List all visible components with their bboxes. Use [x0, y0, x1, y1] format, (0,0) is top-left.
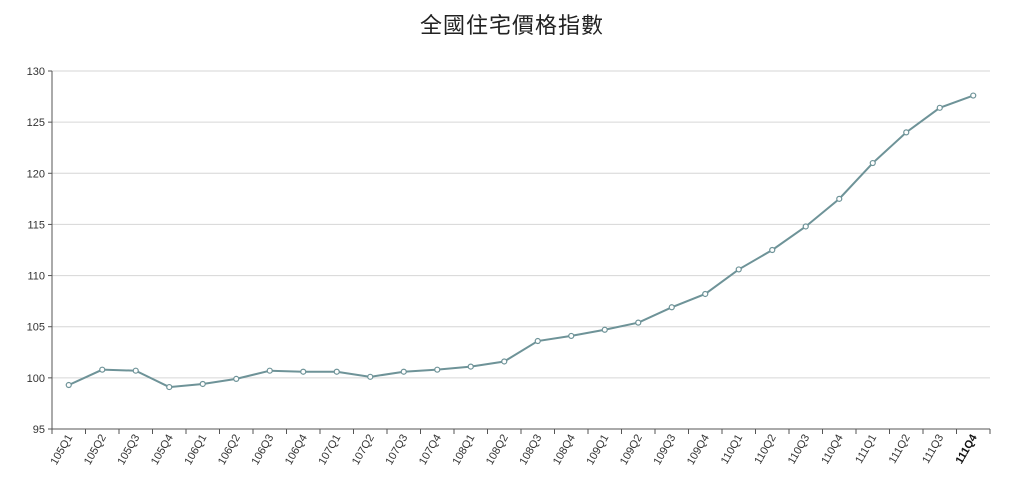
x-tick-label: 105Q2 [82, 433, 109, 468]
x-tick-label: 106Q2 [216, 433, 243, 468]
x-tick-label: 108Q2 [484, 433, 511, 468]
y-tick-label: 100 [27, 373, 45, 385]
data-point[interactable] [233, 375, 240, 382]
data-point[interactable] [970, 92, 977, 99]
x-tick-label: 109Q1 [584, 433, 611, 468]
x-tick-label: 105Q3 [115, 433, 142, 468]
x-tick-label: 108Q1 [450, 433, 477, 468]
x-tick-label: 111Q2 [887, 433, 913, 466]
x-tick-label: 111Q1 [853, 433, 879, 466]
data-point[interactable] [434, 366, 441, 373]
x-tick-label: 109Q4 [685, 433, 712, 468]
data-point[interactable] [400, 368, 407, 375]
data-point[interactable] [802, 223, 809, 230]
data-point[interactable] [601, 326, 608, 333]
x-tick-label: 107Q4 [417, 433, 444, 468]
data-point[interactable] [199, 380, 206, 388]
y-tick-label: 125 [27, 117, 45, 129]
x-tick-label: 106Q1 [182, 433, 209, 468]
data-point[interactable] [99, 366, 106, 373]
data-point[interactable] [367, 373, 374, 380]
data-point[interactable] [501, 358, 508, 365]
data-point[interactable] [65, 381, 72, 389]
x-tick-label: 109Q2 [618, 433, 645, 468]
data-point[interactable] [266, 367, 273, 374]
x-tick-label: 106Q4 [283, 433, 310, 468]
x-tick-label: 110Q3 [786, 433, 813, 467]
grid-lines [52, 70, 990, 379]
x-tick-label: 110Q1 [719, 433, 746, 467]
data-point[interactable] [769, 246, 776, 254]
y-tick-label: 95 [33, 424, 45, 436]
data-point[interactable] [467, 363, 474, 370]
x-tick-label: 107Q3 [383, 433, 410, 468]
series-line [68, 94, 974, 389]
x-tick-label: 110Q4 [819, 433, 846, 467]
x-tick-label: 109Q3 [651, 433, 678, 468]
x-tick-label: 106Q3 [249, 433, 276, 468]
x-tick-label: 105Q4 [149, 433, 176, 468]
data-point[interactable] [836, 195, 843, 202]
y-axis: 95 100 105 110 115 120 125 130 [27, 66, 53, 436]
data-point[interactable] [568, 332, 575, 340]
data-point[interactable] [903, 129, 910, 136]
x-tick-label: 111Q4 [954, 432, 981, 466]
y-tick-label: 105 [27, 322, 45, 334]
x-axis: 105Q1 105Q2 105Q3 105Q4 106Q1 106Q2 106Q3 106Q4… [48, 428, 991, 468]
data-point[interactable] [668, 304, 675, 311]
y-tick-label: 115 [27, 219, 45, 231]
x-tick-label: 110Q2 [752, 433, 779, 467]
data-point[interactable] [534, 337, 541, 345]
y-tick-label: 130 [27, 66, 45, 78]
x-tick-label: 105Q1 [48, 433, 75, 468]
y-tick-label: 110 [27, 271, 45, 283]
data-point[interactable] [166, 383, 173, 391]
x-tick-label: 108Q3 [517, 433, 544, 468]
x-tick-label: 111Q3 [920, 433, 946, 466]
data-point[interactable] [702, 290, 709, 298]
data-point[interactable] [333, 368, 340, 375]
data-point[interactable] [132, 367, 139, 374]
data-point[interactable] [936, 104, 943, 111]
y-tick-label: 120 [27, 168, 45, 180]
data-point[interactable] [300, 368, 307, 375]
data-point[interactable] [635, 319, 642, 326]
data-point[interactable] [735, 266, 742, 273]
x-tick-label: 107Q2 [350, 433, 377, 468]
x-tick-label: 108Q4 [551, 433, 578, 468]
x-tick-label: 107Q1 [316, 433, 343, 468]
data-series [65, 92, 977, 391]
data-point[interactable] [869, 159, 876, 167]
chart-title: 全國住宅價格指數 [419, 14, 604, 39]
